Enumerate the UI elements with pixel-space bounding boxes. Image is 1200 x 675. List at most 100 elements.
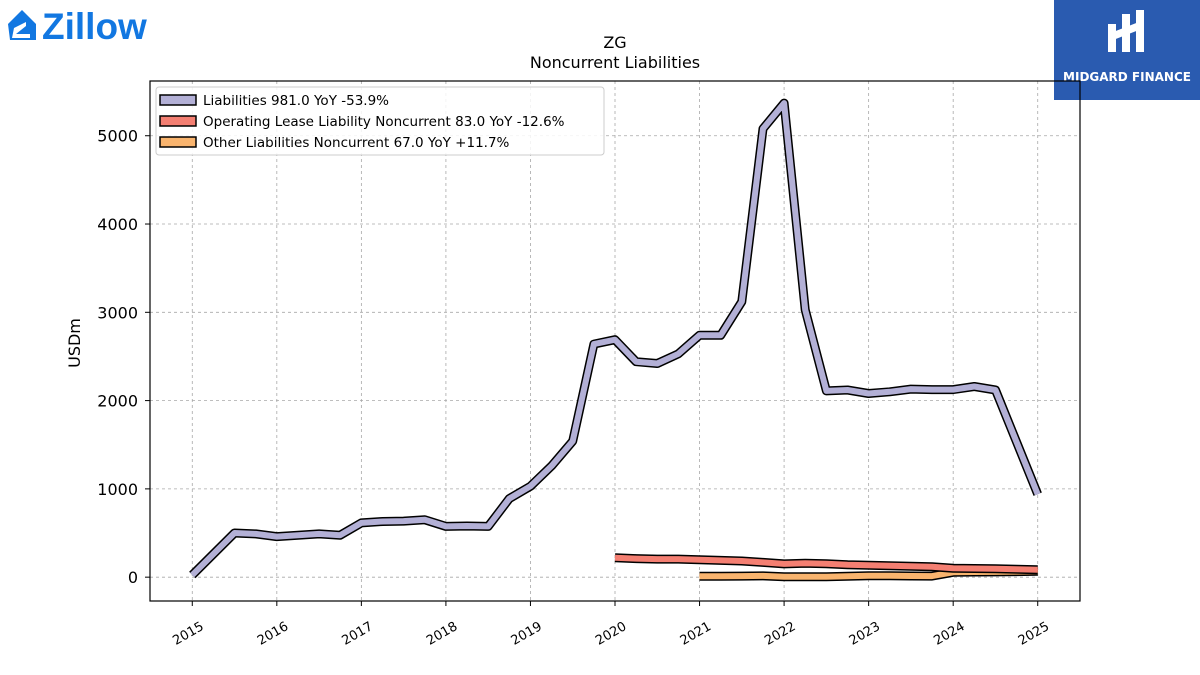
series-point-0 (825, 390, 827, 392)
x-tick-label: 2019 (509, 619, 545, 649)
series-point-0 (318, 533, 320, 535)
zillow-house-icon (8, 10, 36, 40)
series-point-2 (910, 575, 912, 577)
series-point-1 (825, 563, 827, 565)
series-point-1 (889, 565, 891, 567)
midgard-logo-text: MIDGARD FINANCE (1063, 70, 1191, 84)
series-point-0 (1016, 441, 1018, 443)
y-tick-label: 1000 (97, 480, 138, 499)
x-tick-label: 2022 (762, 619, 798, 649)
series-point-0 (931, 389, 933, 391)
series-point-2 (762, 575, 764, 577)
midgard-emblem-icon (1108, 10, 1144, 52)
series-point-2 (825, 576, 827, 578)
series-point-0 (952, 389, 954, 391)
series-point-1 (1016, 568, 1018, 570)
series-point-0 (572, 440, 574, 442)
chart-title: ZG (603, 33, 626, 52)
x-tick-label: 2023 (847, 619, 883, 649)
series-point-0 (868, 393, 870, 394)
series-point-1 (699, 559, 700, 561)
series-point-0 (614, 339, 616, 341)
series-point-0 (297, 534, 299, 536)
y-tick-label: 0 (128, 568, 138, 587)
series-point-1 (910, 565, 912, 567)
series-point-2 (699, 575, 700, 577)
series-point-2 (741, 575, 743, 577)
series-point-1 (656, 558, 658, 560)
series-point-1 (741, 560, 743, 562)
y-tick-label: 4000 (97, 215, 138, 234)
x-tick-label: 2025 (1016, 619, 1052, 649)
series-point-2 (931, 575, 933, 577)
series-point-0 (804, 309, 806, 311)
y-tick-label: 2000 (97, 392, 138, 411)
series-point-1 (995, 568, 996, 570)
series-point-1 (677, 558, 679, 560)
series-point-1 (720, 559, 722, 561)
series-point-1 (783, 563, 785, 565)
series-point-0 (466, 525, 468, 527)
series-point-1 (635, 558, 637, 560)
series-point-1 (868, 564, 870, 566)
series-point-0 (191, 574, 193, 576)
series-point-2 (868, 575, 870, 577)
series-point-1 (973, 568, 975, 569)
x-tick-label: 2024 (931, 619, 967, 649)
series-point-2 (889, 575, 891, 577)
series-point-2 (783, 576, 785, 578)
midgard-finance-logo: MIDGARD FINANCE (1054, 0, 1200, 100)
zillow-logo: Zillow (8, 6, 147, 46)
legend-box (155, 86, 605, 156)
zillow-logo-text: Zillow (42, 6, 147, 46)
series-point-0 (973, 386, 975, 387)
series-point-1 (1037, 569, 1039, 571)
series-point-0 (403, 520, 405, 522)
series-point-0 (551, 465, 553, 467)
series-point-0 (995, 389, 996, 391)
series-point-1 (952, 567, 954, 569)
series-point-0 (720, 334, 722, 336)
series-point-0 (677, 353, 679, 355)
series-point-0 (847, 389, 848, 391)
x-tick-label: 2021 (678, 619, 714, 649)
x-axis: 2015 2016 2017 2018 2019 2020 2021 2022 2023 2024… (170, 601, 1052, 649)
series-point-0 (910, 388, 912, 390)
series-point-0 (741, 301, 743, 303)
series-point-1 (847, 564, 848, 566)
series-point-0 (530, 485, 531, 487)
series-point-0 (762, 128, 764, 130)
x-tick-label: 2015 (170, 619, 206, 649)
series-point-1 (762, 561, 764, 563)
legend-swatch (159, 115, 197, 127)
x-tick-label: 2020 (593, 619, 629, 649)
series-point-0 (339, 534, 341, 536)
series-point-0 (255, 533, 257, 535)
series-point-2 (847, 575, 848, 577)
x-tick-label: 2018 (424, 619, 460, 649)
y-tick-label: 3000 (97, 303, 138, 322)
series-point-0 (593, 343, 595, 345)
series-point-0 (382, 521, 383, 522)
series-point-0 (424, 519, 426, 521)
legend-label: Operating Lease Liability Noncurrent 83.… (203, 114, 565, 130)
series-point-0 (1037, 493, 1039, 495)
legend: Liabilities 981.0 YoY -53.9% Operating Le… (155, 86, 605, 156)
series-point-0 (656, 363, 658, 364)
legend-swatch (159, 136, 197, 148)
series-point-2 (804, 576, 806, 578)
series-point-1 (804, 562, 806, 564)
series-point-0 (360, 522, 362, 524)
legend-label: Liabilities 981.0 YoY -53.9% (203, 93, 389, 109)
legend-swatch (159, 94, 197, 106)
series-point-2 (720, 575, 722, 577)
chart-subtitle: Noncurrent Liabilities (530, 53, 700, 72)
legend-label: Other Liabilities Noncurrent 67.0 YoY +1… (203, 135, 510, 151)
series-point-0 (699, 334, 700, 336)
series-point-0 (783, 102, 785, 104)
series-point-0 (487, 525, 489, 527)
series-point-0 (889, 391, 891, 393)
series-point-1 (614, 557, 616, 559)
series-line-0 (190, 100, 1041, 578)
